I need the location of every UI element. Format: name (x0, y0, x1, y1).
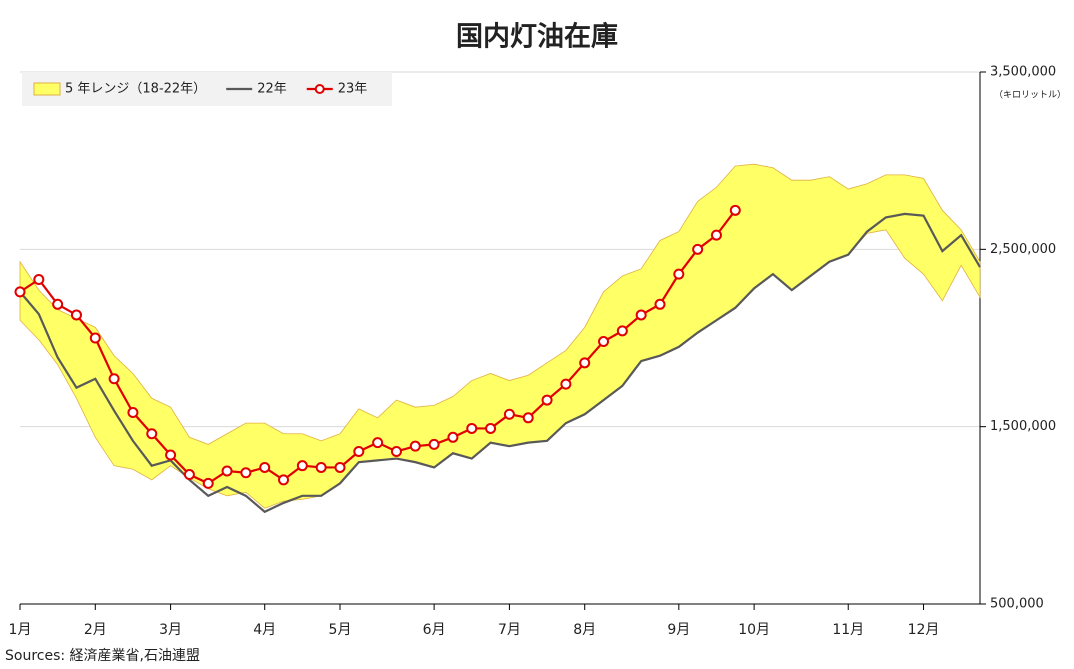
x-tick-label: 3月 (159, 622, 182, 638)
unit-note: （キロリットル） (994, 90, 1066, 101)
x-tick-label: 5月 (329, 622, 352, 638)
legend-label: 23年 (338, 82, 368, 97)
marker (221, 465, 233, 477)
marker (259, 461, 271, 473)
x-tick-label: 11月 (832, 622, 864, 638)
x-tick-label: 10月 (738, 622, 770, 638)
marker (183, 469, 195, 481)
legend-swatch (33, 82, 61, 96)
marker (70, 309, 82, 321)
marker (89, 332, 101, 344)
y-tick-label: 2,500,000 (990, 242, 1056, 257)
marker (353, 445, 365, 457)
marker (33, 273, 45, 285)
marker (579, 357, 591, 369)
x-tick-label: 2月 (84, 622, 107, 638)
marker (485, 422, 497, 434)
marker (390, 445, 402, 457)
x-tick-label: 12月 (908, 622, 940, 638)
marker (165, 449, 177, 461)
y-tick-label: 3,500,000 (990, 65, 1056, 80)
legend-label: 22年 (257, 82, 287, 97)
marker (108, 373, 120, 385)
marker (240, 467, 252, 479)
marker (503, 408, 515, 420)
y-tick-label: 500,000 (990, 597, 1044, 612)
marker (447, 431, 459, 443)
x-tick-label: 8月 (573, 622, 596, 638)
x-tick-label: 1月 (9, 622, 32, 638)
marker (14, 286, 26, 298)
chart-title: 国内灯油在庫 (456, 22, 618, 53)
marker (428, 438, 440, 450)
marker (334, 461, 346, 473)
x-tick-label: 9月 (667, 622, 690, 638)
marker (202, 477, 214, 489)
marker (409, 440, 421, 452)
marker (52, 298, 64, 310)
marker (710, 229, 722, 241)
marker (673, 268, 685, 280)
marker (372, 437, 384, 449)
marker (541, 394, 553, 406)
marker (278, 474, 290, 486)
marker (127, 406, 139, 418)
marker (522, 412, 534, 424)
range-band (19, 163, 981, 509)
marker (635, 309, 647, 321)
source: Sources: 経済産業省,石油連盟 (5, 648, 200, 664)
marker (598, 336, 610, 348)
marker (616, 325, 628, 337)
marker (315, 461, 327, 473)
legend-label: 5 年レンジ（18-22年） (65, 82, 206, 97)
marker (466, 422, 478, 434)
line (19, 212, 981, 514)
marker (146, 428, 158, 440)
marker (654, 298, 666, 310)
legend-marker (314, 84, 325, 94)
x-tick-label: 7月 (498, 622, 521, 638)
x-tick-label: 4月 (253, 622, 276, 638)
marker (296, 460, 308, 472)
x-tick-label: 6月 (423, 622, 446, 638)
marker (560, 378, 572, 390)
marker (692, 243, 704, 255)
y-tick-label: 1,500,000 (990, 419, 1056, 434)
marker (729, 204, 741, 216)
